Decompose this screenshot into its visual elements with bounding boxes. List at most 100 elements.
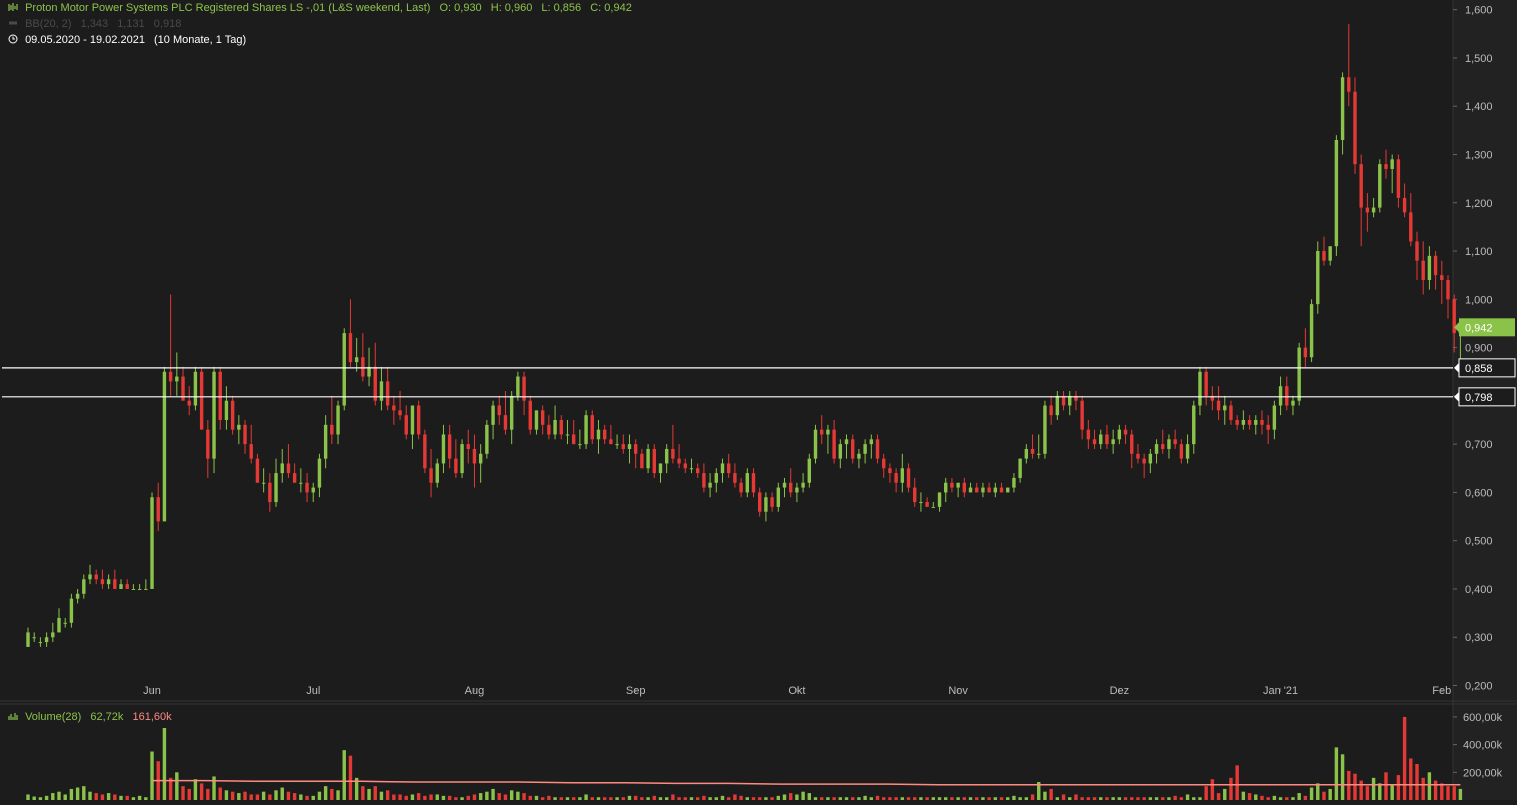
volume-bar (268, 794, 272, 800)
instrument-title: Proton Motor Power Systems PLC Registere… (25, 2, 431, 14)
candle-body (1061, 395, 1066, 406)
volume-bar (175, 772, 179, 800)
volume-bar (1291, 797, 1295, 800)
candle-body (392, 405, 396, 411)
volume-bar (677, 797, 681, 800)
bollinger-header: BB(20, 2) 1,343 1,131 0,918 (8, 18, 181, 30)
candle-body (454, 458, 458, 474)
volume-bar (1266, 797, 1270, 800)
volume-bar (1204, 786, 1208, 800)
candle-body (82, 579, 86, 594)
volume-bar (1260, 795, 1264, 800)
volume-bar (491, 788, 495, 800)
price-ytick-label: 1,000 (1465, 294, 1493, 306)
candle-body (342, 333, 346, 406)
candle-body (962, 482, 967, 493)
candle-body (354, 357, 359, 363)
volume-bar (906, 797, 911, 800)
candle-body (1328, 246, 1332, 261)
volume-bar (1440, 783, 1444, 800)
volume-bar (851, 797, 855, 800)
volume-bar (931, 797, 936, 800)
volume-bar (516, 791, 520, 800)
volume-bar (150, 751, 154, 800)
candle-body (633, 444, 638, 454)
volume-bar (671, 794, 675, 800)
volume-bar (571, 797, 576, 800)
open-value: O: 0,930 (439, 2, 482, 14)
instrument-header: Proton Motor Power Systems PLC Registere… (8, 2, 632, 14)
candle-body (745, 473, 750, 493)
volume-bar (1185, 794, 1190, 800)
volume-bar (956, 797, 960, 800)
candle-body (826, 429, 830, 435)
candle-body (63, 622, 67, 624)
candle-body (559, 420, 563, 435)
volume-bar (305, 795, 309, 800)
candle-body (981, 487, 985, 493)
volume-bar (1006, 797, 1010, 800)
volume-bar (113, 794, 117, 800)
volume-bar (249, 794, 253, 800)
last-price-tag (1459, 318, 1515, 337)
candle-body (869, 439, 874, 445)
volume-bar (280, 787, 284, 800)
volume-bar (1049, 788, 1053, 800)
volume-bar (292, 793, 297, 800)
volume-bar (1334, 747, 1339, 800)
candle-body (230, 400, 235, 430)
candle-body (522, 376, 526, 401)
volume-bar (559, 797, 563, 800)
candle-body (714, 473, 719, 483)
volume-value-down: 161,60k (132, 711, 172, 723)
candle-body (571, 434, 576, 445)
volume-bar (863, 795, 867, 800)
volume-bar (999, 797, 1004, 800)
volume-bar (1123, 797, 1128, 800)
volume-bar (826, 797, 830, 800)
candle-body (844, 439, 849, 445)
candle-body (702, 473, 706, 488)
candle-body (820, 429, 824, 435)
candle-body (751, 473, 756, 493)
volume-bar (404, 795, 408, 800)
volume-bar (472, 794, 477, 800)
candle-body (255, 458, 260, 483)
candle-body (435, 463, 439, 483)
candle-body (1378, 164, 1382, 208)
candle-body (336, 405, 340, 435)
volume-bar (1154, 797, 1159, 800)
candle-body (1285, 386, 1289, 406)
volume-bar (423, 795, 427, 800)
volume-bar (1074, 794, 1078, 800)
candle-body (162, 371, 167, 522)
volume-bar (788, 793, 793, 800)
volume-bar (1328, 788, 1332, 800)
volume-bar (596, 797, 601, 800)
volume-bar (801, 791, 805, 800)
date-range[interactable]: 09.05.2020 - 19.02.2021 (10 Monate, 1 Ta… (8, 34, 246, 46)
volume-bar (540, 797, 545, 800)
candle-body (1409, 212, 1413, 242)
candle-body (113, 579, 117, 589)
volume-bar (466, 795, 470, 800)
candle-body (125, 584, 129, 589)
price-ytick-label: 0,200 (1465, 681, 1493, 693)
volume-bar (1272, 795, 1277, 800)
volume-bar (38, 797, 43, 800)
candle-body (1309, 304, 1314, 358)
candle-body (596, 429, 601, 440)
candle-body (782, 482, 787, 488)
volume-ytick-label: 200,00k (1463, 767, 1503, 779)
horizontal-line-tag-arrow (1454, 391, 1459, 402)
candle-body (1223, 405, 1227, 411)
xtick-label: Sep (626, 685, 646, 697)
candle-body (975, 487, 979, 493)
candle-body (100, 579, 105, 585)
candle-body (1018, 458, 1022, 478)
volume-bar (770, 797, 774, 800)
volume-bar (968, 797, 973, 800)
volume-bar (1415, 764, 1419, 800)
